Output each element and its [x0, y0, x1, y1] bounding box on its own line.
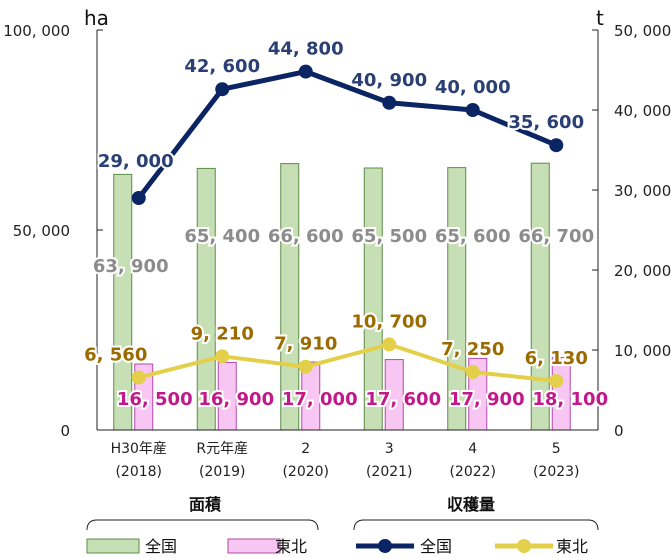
line-value-label: 7, 910: [274, 334, 337, 355]
right-tick-label: 40, 000: [614, 102, 671, 120]
line-value-label: 6, 560: [84, 345, 147, 366]
category-year-label: (2021): [366, 464, 413, 480]
category-year-label: (2020): [282, 464, 329, 480]
category-year-label: (2019): [199, 464, 246, 480]
category-year-label: (2018): [115, 464, 162, 480]
bar-value-label: 66, 600: [268, 226, 344, 247]
bar-value-label: 66, 700: [518, 226, 594, 247]
line-value-label: 44, 800: [268, 39, 344, 60]
legend-label: 全国: [420, 537, 452, 556]
category-label: H30年産: [111, 441, 167, 457]
line-value-label: 40, 000: [435, 77, 511, 98]
line-point-tohoku: [382, 337, 396, 351]
line-value-label: 6, 130: [525, 348, 588, 369]
group-bracket-harvest: [354, 520, 598, 530]
legend-label: 東北: [275, 537, 307, 556]
line-value-label: 9, 210: [191, 323, 254, 344]
legend-label: 東北: [556, 537, 588, 556]
line-point-national: [215, 82, 229, 96]
line-point-tohoku: [299, 360, 313, 374]
group-label-area: 面積: [189, 495, 222, 514]
line-point-tohoku: [132, 371, 146, 385]
left-tick-label: 50, 000: [13, 222, 70, 240]
category-label: R元年産: [196, 441, 248, 457]
line-point-national: [132, 191, 146, 205]
right-tick-label: 50, 000: [614, 22, 671, 40]
right-tick-label: 20, 000: [614, 262, 671, 280]
category-label: 5: [552, 441, 561, 457]
legend-line-marker: [517, 539, 531, 553]
legend-line-marker: [378, 539, 392, 553]
category-label: 4: [468, 441, 477, 457]
line-value-label: 42, 600: [184, 56, 260, 77]
left-tick-label: 100, 000: [3, 22, 70, 40]
left-tick-label: 0: [60, 422, 70, 440]
right-tick-label: 30, 000: [614, 182, 671, 200]
bar-value-label: 17, 000: [282, 389, 358, 410]
line-point-tohoku: [215, 349, 229, 363]
bar-value-label: 65, 400: [184, 226, 260, 247]
legend-bar-swatch: [87, 539, 139, 553]
line-point-national: [466, 103, 480, 117]
line-point-national: [549, 138, 563, 152]
line-value-label: 40, 900: [351, 70, 427, 91]
right-tick-label: 0: [614, 422, 624, 440]
line-point-tohoku: [549, 374, 563, 388]
category-label: 3: [385, 441, 394, 457]
legend-label: 全国: [145, 537, 177, 556]
line-value-label: 10, 700: [351, 311, 427, 332]
bar-value-label: 65, 500: [351, 226, 427, 247]
group-label-harvest: 収穫量: [447, 495, 495, 514]
right-tick-label: 10, 000: [614, 342, 671, 360]
category-year-label: (2023): [533, 464, 580, 480]
line-value-label: 29, 000: [98, 151, 174, 172]
line-point-national: [382, 96, 396, 110]
bar-value-label: 18, 100: [532, 389, 608, 410]
line-point-tohoku: [466, 365, 480, 379]
bar-value-label: 17, 900: [449, 389, 525, 410]
bar-value-label: 16, 900: [198, 389, 274, 410]
right-axis-unit: t: [596, 6, 604, 30]
bar-value-label: 63, 900: [93, 256, 169, 277]
line-point-national: [299, 65, 313, 79]
category-year-label: (2022): [449, 464, 496, 480]
line-value-label: 35, 600: [508, 112, 584, 133]
bar-value-label: 65, 600: [435, 226, 511, 247]
category-label: 2: [301, 441, 310, 457]
group-bracket-area: [87, 520, 318, 530]
bar-value-label: 17, 600: [365, 389, 441, 410]
left-axis-unit: ha: [84, 6, 109, 30]
legend-bar-swatch: [228, 539, 280, 553]
line-value-label: 7, 250: [441, 339, 504, 360]
bar-value-label: 16, 500: [117, 389, 193, 410]
